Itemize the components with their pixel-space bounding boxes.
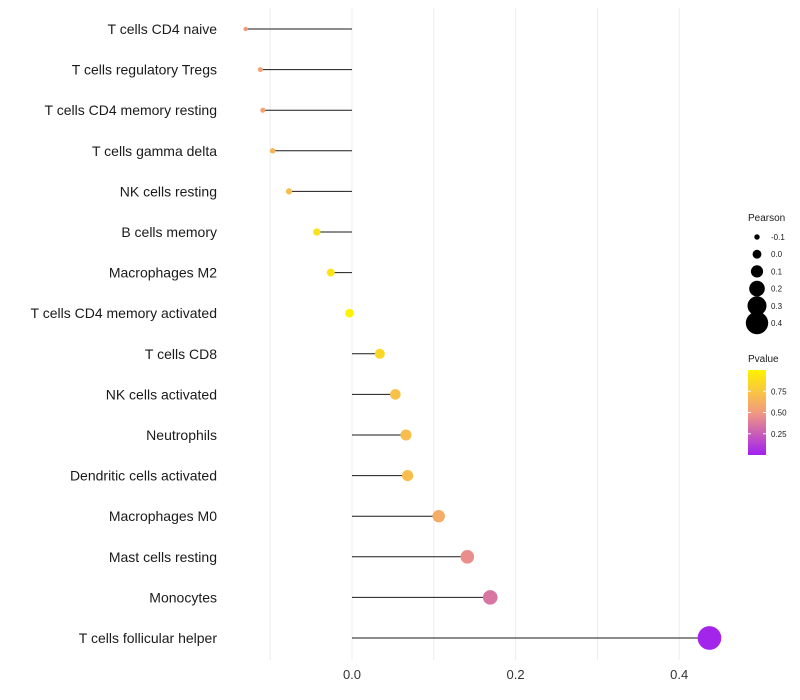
lollipop-point [482,590,498,605]
x-tick-label: 0.4 [670,667,688,682]
size-legend-label: 0.1 [771,267,783,276]
category-label: T cells CD8 [145,346,217,362]
lollipop-point [400,429,412,441]
category-label: Macrophages M2 [109,265,217,281]
size-legend-key [752,249,762,259]
x-tick-label: 0.0 [343,667,361,682]
size-legend-label: 0.0 [771,250,783,259]
category-label: Neutrophils [146,427,217,443]
legends: Pearson -0.1 0.0 0.1 0.2 0.3 0.4 Pvalue 0.75 0.50… [745,213,787,455]
lollipop-point [345,308,354,318]
size-legend-key [754,234,760,240]
plot-area [243,26,722,650]
category-labels: T cells CD4 naive T cells regulatory Treg… [31,21,218,646]
lollipop-point [269,148,276,154]
color-legend-label: 0.75 [771,387,787,396]
lollipop-point [374,348,385,359]
x-tick-label: 0.2 [507,667,525,682]
category-label: T cells CD4 memory resting [45,102,217,118]
color-legend-label: 0.50 [771,409,787,418]
size-legend-label: 0.3 [771,302,783,311]
lollipop-point [402,470,414,482]
category-label: Dendritic cells activated [70,468,217,484]
size-legend-key [749,280,765,297]
category-label: B cells memory [121,224,217,240]
category-label: T cells CD4 naive [108,21,218,37]
size-legend-key [750,265,764,278]
category-label: NK cells resting [120,183,217,199]
category-label: Monocytes [149,589,217,605]
lollipop-point [432,509,445,523]
lollipop-point [285,188,293,195]
category-label: NK cells activated [106,386,217,402]
size-legend-key [745,311,769,335]
lollipop-point [460,549,475,564]
color-legend-label: 0.25 [771,430,787,439]
size-legend-title: Pearson [748,213,785,224]
size-legend-key [747,296,767,316]
lollipop-point [697,626,722,650]
category-label: Macrophages M0 [109,508,217,524]
lollipop-point [243,26,248,32]
color-legend-title: Pvalue [748,354,779,365]
lollipop-point [313,228,321,236]
category-label: T cells gamma delta [92,143,217,159]
size-legend-label: -0.1 [771,233,785,242]
lollipop-point [260,107,266,113]
category-label: T cells CD4 memory activated [31,305,217,321]
x-axis: 0.0 0.2 0.4 [343,667,688,682]
lollipop-point [257,67,263,73]
color-legend-bar [748,370,766,455]
size-legend-label: 0.4 [771,319,783,328]
category-label: Mast cells resting [109,549,217,565]
size-legend-label: 0.2 [771,285,783,294]
lollipop-point [390,389,401,400]
category-label: T cells regulatory Tregs [72,62,217,78]
lollipop-point [326,268,335,277]
category-label: T cells follicular helper [79,630,218,646]
gridlines [269,8,680,660]
